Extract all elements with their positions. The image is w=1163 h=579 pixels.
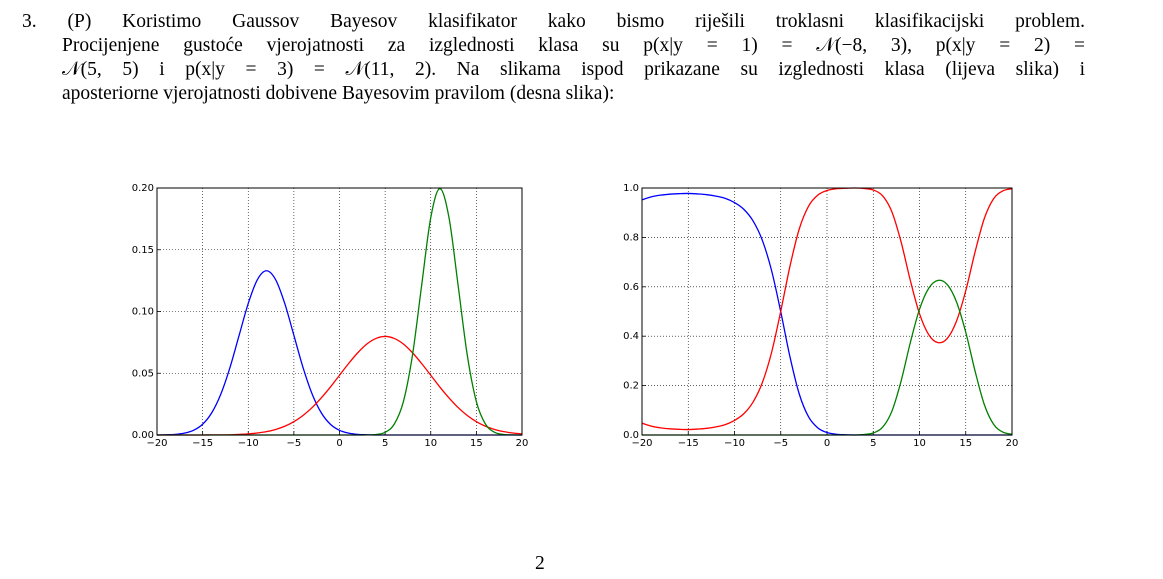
text-line: 3. (P) Koristimo Gaussov Bayesov klasifi… — [22, 11, 1085, 32]
y-tick-label: 0.4 — [623, 331, 639, 342]
x-tick-label: −15 — [192, 438, 213, 449]
x-tick-label: 20 — [516, 438, 529, 449]
x-tick-label: 15 — [959, 438, 972, 449]
y-tick-label: 0.8 — [623, 232, 639, 243]
text-line: 𝒩(5, 5) i p(x|y = 3) = 𝒩(11, 2). Na slik… — [62, 59, 1085, 80]
x-tick-label: 20 — [1006, 438, 1019, 449]
x-tick-label: 15 — [470, 438, 483, 449]
x-tick-label: −5 — [287, 438, 302, 449]
y-tick-label: 0.20 — [132, 183, 154, 194]
y-tick-label: 0.10 — [132, 307, 154, 318]
page-number: 2 — [535, 553, 545, 574]
x-tick-label: −10 — [238, 438, 259, 449]
y-tick-label: 1.0 — [623, 183, 639, 194]
y-tick-label: 0.15 — [132, 245, 154, 256]
plot-frame — [156, 187, 523, 436]
y-tick-label: 0.00 — [132, 430, 154, 441]
y-tick-label: 0.0 — [623, 430, 639, 441]
x-tick-label: 5 — [382, 438, 388, 449]
x-tick-label: 0 — [336, 438, 342, 449]
text-line: aposteriorne vjerojatnosti dobivene Baye… — [62, 83, 615, 104]
y-tick-label: 0.2 — [623, 381, 639, 392]
x-tick-label: −5 — [773, 438, 788, 449]
x-tick-label: 10 — [424, 438, 437, 449]
x-tick-label: −20 — [146, 438, 167, 449]
x-tick-label: −20 — [631, 438, 652, 449]
figures: −20 −15 −10 −5 0 5 10 15 200.000.050.100.150.20−… — [132, 183, 1019, 449]
plot-frame — [641, 187, 1013, 436]
text-line: Procijenjene gustoće vjerojatnosti za iz… — [62, 35, 1085, 56]
y-tick-label: 0.05 — [132, 368, 154, 379]
curve — [642, 279, 1013, 436]
x-tick-label: 10 — [913, 438, 926, 449]
x-tick-label: 0 — [824, 438, 830, 449]
x-tick-label: −15 — [678, 438, 699, 449]
y-tick-label: 0.6 — [623, 282, 639, 293]
curve — [641, 187, 1013, 431]
x-tick-label: 5 — [870, 438, 876, 449]
x-tick-label: −10 — [724, 438, 745, 449]
